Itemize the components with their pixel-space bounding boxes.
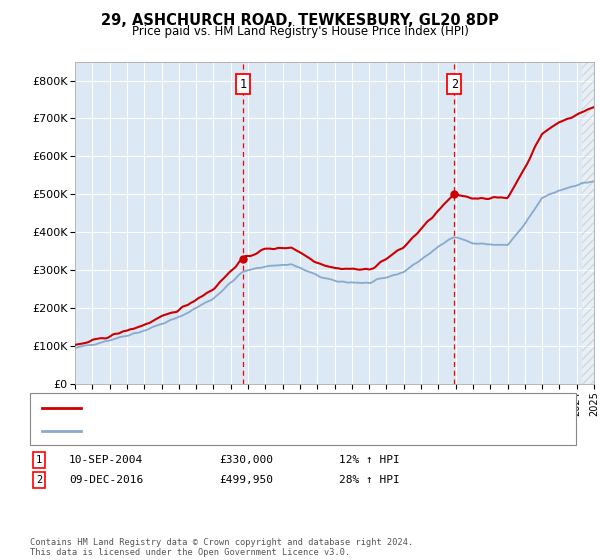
Text: 2: 2 (36, 475, 42, 485)
Text: 29, ASHCHURCH ROAD, TEWKESBURY, GL20 8DP (detached house): 29, ASHCHURCH ROAD, TEWKESBURY, GL20 8DP… (88, 403, 445, 413)
Text: 1: 1 (36, 455, 42, 465)
Text: Price paid vs. HM Land Registry's House Price Index (HPI): Price paid vs. HM Land Registry's House … (131, 25, 469, 38)
Text: Contains HM Land Registry data © Crown copyright and database right 2024.
This d: Contains HM Land Registry data © Crown c… (30, 538, 413, 557)
Text: HPI: Average price, detached house, Tewkesbury: HPI: Average price, detached house, Tewk… (88, 426, 376, 436)
Text: 10-SEP-2004: 10-SEP-2004 (69, 455, 143, 465)
Text: 29, ASHCHURCH ROAD, TEWKESBURY, GL20 8DP: 29, ASHCHURCH ROAD, TEWKESBURY, GL20 8DP (101, 13, 499, 28)
Text: 28% ↑ HPI: 28% ↑ HPI (339, 475, 400, 485)
Text: 09-DEC-2016: 09-DEC-2016 (69, 475, 143, 485)
Text: 12% ↑ HPI: 12% ↑ HPI (339, 455, 400, 465)
Text: 1: 1 (239, 78, 247, 91)
Text: 2: 2 (451, 78, 458, 91)
Text: £499,950: £499,950 (219, 475, 273, 485)
Text: £330,000: £330,000 (219, 455, 273, 465)
